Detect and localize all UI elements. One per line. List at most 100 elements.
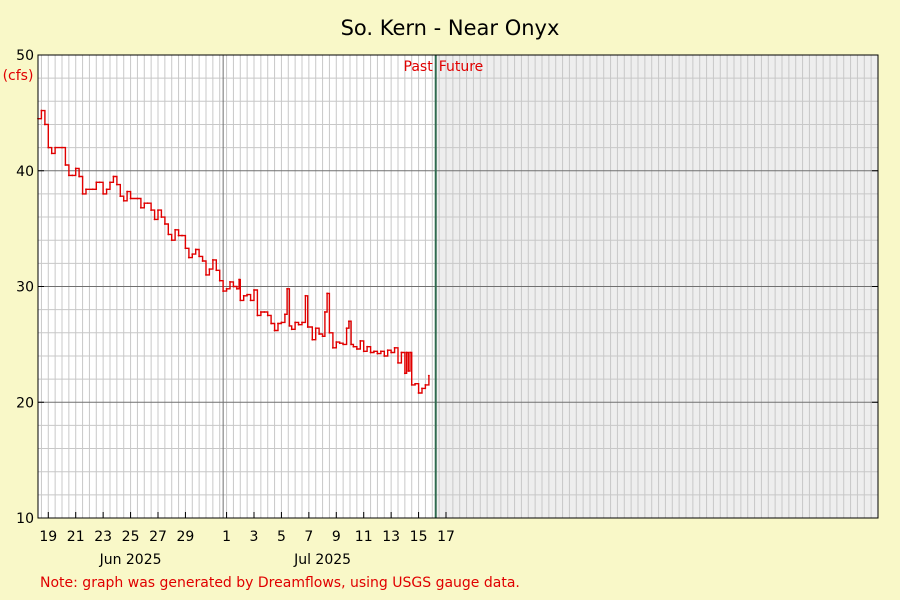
data-point (323, 311, 326, 313)
data-point (170, 239, 173, 242)
y-tick-label: 30 (16, 280, 34, 296)
chart-title: So. Kern - Near Onyx (341, 16, 560, 40)
data-point (64, 164, 67, 166)
data-point (405, 351, 408, 354)
x-tick-label: 13 (382, 529, 400, 545)
data-point (211, 258, 214, 261)
data-point (78, 175, 81, 178)
data-point (304, 294, 307, 297)
data-point (280, 321, 283, 324)
data-point (373, 350, 375, 353)
data-point (350, 343, 353, 346)
data-point (286, 287, 289, 290)
y-tick-label: 50 (16, 48, 34, 64)
data-point (417, 392, 420, 394)
data-point (326, 292, 329, 295)
data-point (256, 314, 259, 317)
x-tick-label: 9 (332, 529, 341, 545)
data-point (347, 320, 350, 323)
data-point (119, 195, 122, 198)
data-point (383, 355, 386, 357)
data-point (306, 326, 309, 328)
x-tick-label: 29 (177, 529, 195, 545)
data-point (143, 202, 146, 205)
x-tick-label: 1 (222, 529, 231, 545)
data-point (331, 346, 334, 349)
data-point (187, 256, 190, 259)
data-point (232, 285, 235, 288)
data-point (129, 197, 132, 200)
data-point (102, 193, 105, 195)
data-point (414, 382, 417, 385)
data-point (242, 294, 245, 297)
data-point (194, 248, 197, 251)
data-point (229, 280, 231, 283)
data-point (288, 324, 291, 327)
data-point (71, 174, 74, 177)
data-point (157, 209, 159, 212)
data-point (47, 146, 50, 149)
data-point (181, 234, 183, 237)
data-point (208, 268, 211, 271)
data-point (198, 255, 201, 258)
data-point (297, 323, 300, 326)
data-point (139, 206, 142, 209)
data-point (184, 247, 187, 250)
data-point (342, 343, 345, 346)
data-point (345, 327, 348, 330)
data-point (225, 287, 228, 290)
data-point (174, 228, 177, 231)
data-point (259, 311, 262, 313)
x-tick-label: 25 (122, 529, 140, 545)
x-tick-label: 17 (437, 529, 455, 545)
data-point (109, 181, 111, 184)
data-point (369, 351, 372, 354)
data-point (61, 146, 63, 149)
data-point (40, 109, 43, 112)
data-point (421, 387, 423, 390)
data-point (409, 351, 411, 354)
data-point (294, 321, 297, 324)
data-point (290, 328, 293, 331)
x-tick-label: 21 (67, 529, 85, 545)
data-point (407, 370, 410, 372)
data-point (379, 350, 382, 353)
data-point (311, 338, 314, 341)
data-point (95, 181, 98, 184)
data-point (98, 181, 101, 184)
data-point (386, 349, 389, 352)
data-point (205, 274, 207, 276)
data-point (238, 278, 241, 281)
data-point (393, 346, 396, 349)
data-point (338, 342, 341, 345)
x-tick-label: 11 (355, 529, 373, 545)
data-point (122, 199, 125, 202)
data-point (352, 345, 355, 348)
data-point (273, 329, 276, 332)
data-point (362, 350, 365, 353)
data-point (355, 348, 358, 350)
data-point (314, 327, 317, 330)
data-point (160, 216, 163, 218)
data-point (54, 146, 57, 149)
data-point (239, 299, 242, 302)
data-point (301, 321, 303, 324)
data-point (126, 190, 129, 193)
y-tick-label: 40 (16, 164, 34, 180)
data-point (253, 289, 255, 291)
data-point (177, 234, 180, 237)
data-point (146, 202, 149, 205)
data-point (263, 311, 266, 313)
y-axis-label: (cfs) (3, 68, 34, 84)
data-point (328, 331, 331, 334)
data-point (50, 152, 53, 155)
x-tick-label: 7 (304, 529, 313, 545)
y-tick-label: 10 (16, 511, 34, 527)
data-point (270, 322, 273, 325)
data-point (218, 279, 221, 282)
data-point (318, 333, 321, 335)
x-month-label: Jul 2025 (293, 552, 351, 568)
data-point (163, 223, 166, 225)
data-point (67, 174, 70, 177)
